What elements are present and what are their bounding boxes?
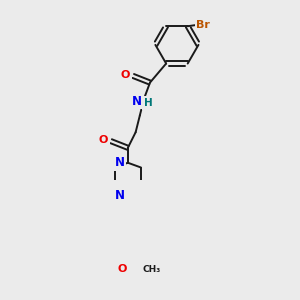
Text: N: N <box>115 156 124 169</box>
Text: CH₃: CH₃ <box>142 265 160 274</box>
Text: N: N <box>115 189 124 202</box>
Text: H: H <box>144 98 153 108</box>
Text: O: O <box>99 135 108 145</box>
Text: N: N <box>132 94 142 108</box>
Text: O: O <box>121 70 130 80</box>
Text: Br: Br <box>196 20 210 30</box>
Text: O: O <box>117 264 127 274</box>
